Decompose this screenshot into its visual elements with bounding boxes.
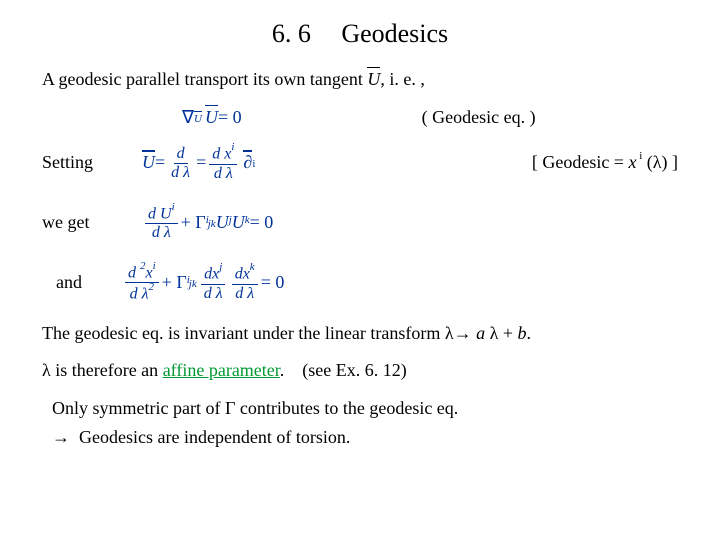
inv-a: a <box>476 323 485 343</box>
partial-sub-i: i <box>252 158 255 171</box>
weget-label: we get <box>42 212 142 234</box>
frac1-num: d <box>174 146 188 164</box>
inv-pre: The geodesic eq. is invariant under the … <box>42 323 476 343</box>
intro-post: , i. e. , <box>380 69 425 89</box>
setting-row: Setting U = d d λ = d xi d λ ∂i [ Geodes… <box>42 144 678 181</box>
and-label: and <box>56 272 122 294</box>
inv-mid: λ + <box>485 323 517 343</box>
nabla-sub-u: U <box>194 113 202 126</box>
vector-u: U <box>367 69 380 91</box>
invariance-line: The geodesic eq. is invariant under the … <box>42 323 678 345</box>
partial-bar: ∂ <box>243 152 252 174</box>
torsion-text: Geodesics are independent of torsion. <box>70 427 350 447</box>
weget-equation: d Ui d λ + Γijk U j U k = 0 <box>142 204 273 241</box>
setting-equation: U = d d λ = d xi d λ ∂i <box>142 144 255 181</box>
eq-zero: = 0 <box>218 107 242 129</box>
affine-parameter-link[interactable]: affine parameter <box>163 360 280 380</box>
weget-row: we get d Ui d λ + Γijk U j U k = 0 <box>42 204 678 241</box>
section-number: 6. 6 <box>272 18 311 49</box>
frac-d2xdl2: d 2xi d λ2 <box>125 263 159 303</box>
geodesic-eq-row: ∇UU = 0 ( Geodesic eq. ) <box>42 107 678 129</box>
frac-dxkdl: dxk d λ <box>232 264 258 301</box>
anno-pre: [ Geodesic = <box>532 152 629 172</box>
and-row: and d 2xi d λ2 + Γijk dxj d λ dxk d λ = … <box>42 263 678 303</box>
frac-dUidl: d Ui d λ <box>145 204 178 241</box>
frac-dxjdl: dxj d λ <box>201 264 226 301</box>
geodesic-eq-anno: ( Geodesic eq. ) <box>422 107 536 129</box>
anno-sup-i: i <box>636 150 642 162</box>
and-equation: d 2xi d λ2 + Γijk dxj d λ dxk d λ = 0 <box>122 263 284 303</box>
affine-pre: λ is therefore an <box>42 360 163 380</box>
nabla-symbol: ∇ <box>182 107 194 129</box>
setting-label: Setting <box>42 152 142 174</box>
arrow-icon: → <box>52 427 70 449</box>
frac2-num: d xi <box>209 144 237 164</box>
frac2-den: d λ <box>211 165 236 182</box>
eq-zero-2: = 0 <box>250 212 274 234</box>
u-bar: U <box>205 107 218 129</box>
plus-gamma-2: + Γ <box>162 272 187 294</box>
anno-lambda: (λ) ] <box>642 152 678 172</box>
geodesic-param-anno: [ Geodesic = x i (λ) ] <box>502 152 678 174</box>
frac-ddlambda: d d λ <box>168 146 193 181</box>
frac-dxidl: d xi d λ <box>209 144 237 181</box>
torsion-line: → Geodesics are independent of torsion. <box>52 427 678 449</box>
intro-pre: A geodesic parallel transport its own ta… <box>42 69 367 89</box>
frac1-den: d λ <box>168 164 193 181</box>
u-bar-2: U <box>142 152 155 174</box>
eq-sign-1: = <box>155 152 165 174</box>
affine-line: λ is therefore an affine parameter. (see… <box>42 360 678 382</box>
inv-post: . <box>526 323 531 343</box>
symmetric-line: Only symmetric part of Γ contributes to … <box>52 398 678 420</box>
section-title: Geodesics <box>341 19 448 48</box>
plus-gamma: + Γ <box>181 212 206 234</box>
page-title: 6. 6 Geodesics <box>42 18 678 49</box>
affine-post: . (see Ex. 6. 12) <box>280 360 407 380</box>
intro-line: A geodesic parallel transport its own ta… <box>42 69 678 91</box>
eq-zero-3: = 0 <box>261 272 285 294</box>
geodesic-equation: ∇UU = 0 <box>182 107 242 129</box>
eq-sign-2: = <box>196 152 206 174</box>
